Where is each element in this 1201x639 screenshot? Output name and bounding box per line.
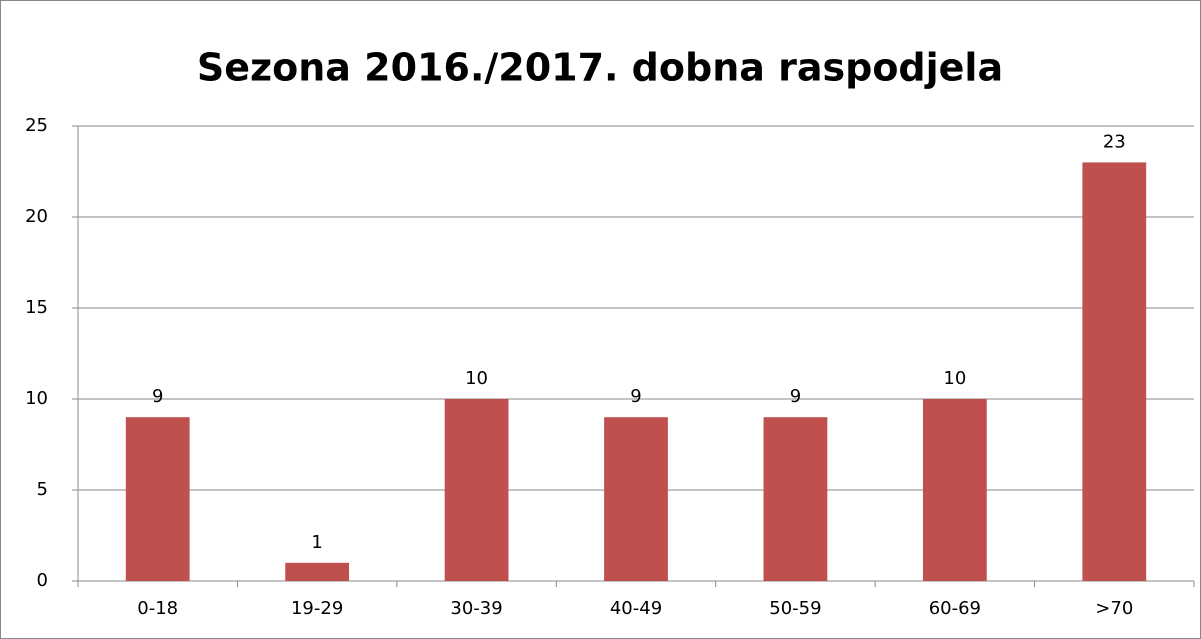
y-tick-label: 5 bbox=[37, 479, 48, 500]
data-label: 1 bbox=[311, 532, 322, 553]
y-tick-label: 25 bbox=[25, 115, 48, 136]
x-tick-label: 60-69 bbox=[929, 598, 981, 619]
bar bbox=[604, 417, 668, 581]
data-label: 10 bbox=[465, 368, 488, 389]
bar bbox=[285, 562, 350, 581]
bar bbox=[444, 399, 509, 581]
x-tick-label: 50-59 bbox=[769, 598, 821, 619]
data-label: 9 bbox=[790, 386, 801, 407]
data-label: 9 bbox=[630, 386, 641, 407]
data-label: 10 bbox=[943, 368, 966, 389]
x-tick-label: 19-29 bbox=[291, 598, 343, 619]
bar bbox=[763, 417, 828, 581]
bar bbox=[1082, 162, 1147, 581]
x-tick-label: 0-18 bbox=[137, 598, 178, 619]
x-tick-label: 30-39 bbox=[450, 598, 502, 619]
data-label: 9 bbox=[152, 386, 163, 407]
y-tick-label: 20 bbox=[25, 206, 48, 227]
data-label: 23 bbox=[1103, 131, 1126, 152]
y-tick-label: 15 bbox=[25, 297, 48, 318]
x-tick-label: 40-49 bbox=[610, 598, 662, 619]
x-tick-label: >70 bbox=[1095, 598, 1133, 619]
bar bbox=[922, 399, 987, 581]
y-tick-label: 0 bbox=[37, 570, 48, 591]
bar bbox=[125, 417, 190, 581]
y-tick-label: 10 bbox=[25, 388, 48, 409]
chart-title: Sezona 2016./2017. dobna raspodjela bbox=[197, 46, 1003, 90]
